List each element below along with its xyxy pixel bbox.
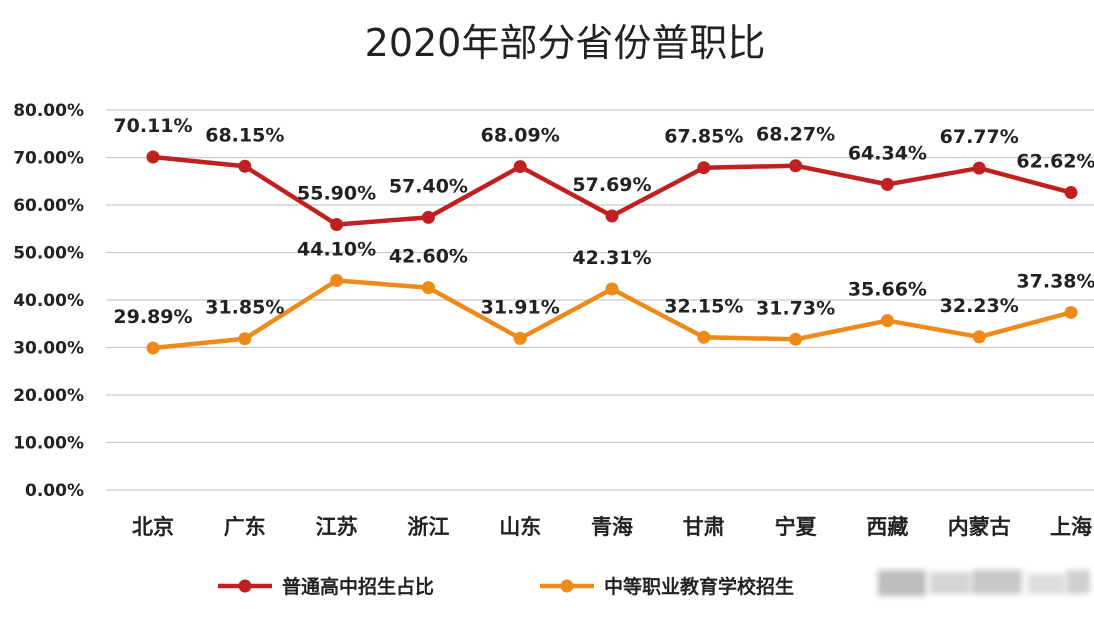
data-point — [421, 210, 435, 224]
x-category-label: 宁夏 — [775, 515, 818, 539]
data-point — [146, 150, 160, 164]
x-category-label: 内蒙古 — [948, 515, 1011, 539]
legend: 普通高中招生占比 中等职业教育学校招生 — [218, 570, 1090, 598]
y-tick-label: 60.00% — [13, 196, 84, 216]
data-point — [146, 341, 160, 355]
legend-label: 普通高中招生占比 — [282, 575, 434, 598]
data-label: 32.15% — [664, 295, 743, 317]
data-point — [972, 161, 986, 175]
legend-label: 中等职业教育学校招生 — [604, 575, 794, 598]
data-point — [789, 332, 803, 346]
data-label: 67.85% — [664, 126, 743, 148]
y-tick-label: 80.00% — [13, 101, 84, 121]
data-label: 62.62% — [1016, 151, 1094, 173]
y-tick-label: 50.00% — [13, 244, 84, 264]
data-point — [789, 159, 803, 173]
data-label: 68.15% — [205, 124, 284, 146]
data-label: 55.90% — [297, 182, 376, 204]
series-lines — [146, 150, 1078, 355]
data-point — [972, 330, 986, 344]
x-category-label: 浙江 — [407, 515, 449, 539]
data-label: 57.40% — [389, 175, 468, 197]
data-label: 35.66% — [848, 279, 927, 301]
legend-marker — [560, 579, 574, 593]
data-point — [1064, 305, 1078, 319]
data-point — [238, 332, 252, 346]
data-point — [421, 281, 435, 295]
data-label: 64.34% — [848, 142, 927, 164]
y-tick-label: 0.00% — [25, 481, 84, 501]
x-category-label: 甘肃 — [683, 515, 725, 539]
x-category-label: 山东 — [499, 515, 541, 539]
data-label: 29.89% — [113, 306, 192, 328]
data-label: 57.69% — [572, 174, 651, 196]
data-label: 42.60% — [389, 246, 468, 268]
data-point — [605, 209, 619, 223]
data-label: 67.77% — [940, 126, 1019, 148]
data-label: 42.31% — [572, 247, 651, 269]
data-point — [330, 274, 344, 288]
x-category-label: 广东 — [224, 515, 266, 539]
data-point — [238, 159, 252, 173]
data-label: 31.73% — [756, 297, 835, 319]
data-point — [697, 161, 711, 175]
y-tick-label: 30.00% — [13, 339, 84, 359]
data-label: 70.11% — [113, 115, 192, 137]
data-point — [513, 160, 527, 174]
y-tick-label: 70.00% — [13, 149, 84, 169]
x-category-label: 西藏 — [866, 515, 908, 539]
chart-title: 2020年部分省份普职比 — [365, 21, 766, 65]
y-tick-label: 10.00% — [13, 434, 84, 454]
legend-item: 普通高中招生占比 — [218, 575, 434, 598]
data-labels: 70.11% 68.15% 55.90% 57.40% 68.09% 57.69% 67.8… — [113, 115, 1094, 328]
data-point — [330, 217, 344, 231]
legend-marker — [238, 579, 252, 593]
data-label: 37.38% — [1016, 270, 1094, 292]
data-point — [605, 282, 619, 296]
data-label: 68.09% — [481, 125, 560, 147]
x-category-label: 青海 — [591, 515, 633, 539]
data-point — [880, 314, 894, 328]
watermark — [878, 570, 1090, 596]
y-tick-label: 40.00% — [13, 291, 84, 311]
data-point — [1064, 186, 1078, 200]
data-label: 44.10% — [297, 239, 376, 261]
data-point — [880, 177, 894, 191]
data-label: 31.85% — [205, 297, 284, 319]
data-point — [697, 330, 711, 344]
data-point — [513, 331, 527, 345]
x-category-label: 江苏 — [316, 515, 358, 539]
y-tick-label: 20.00% — [13, 386, 84, 406]
grid-lines — [106, 109, 1094, 491]
x-category-label: 北京 — [132, 515, 174, 539]
data-label: 68.27% — [756, 124, 835, 146]
legend-item: 中等职业教育学校招生 — [540, 575, 794, 598]
x-axis-categories: 北京 广东 江苏 浙江 山东 青海 甘肃 宁夏 西藏 内蒙古 上海 — [132, 515, 1092, 539]
data-label: 32.23% — [940, 295, 1019, 317]
x-category-label: 上海 — [1050, 515, 1092, 539]
data-label: 31.91% — [481, 296, 560, 318]
y-axis-ticks: 0.00% 10.00% 20.00% 30.00% 40.00% 50.00% 60.00… — [13, 101, 84, 501]
